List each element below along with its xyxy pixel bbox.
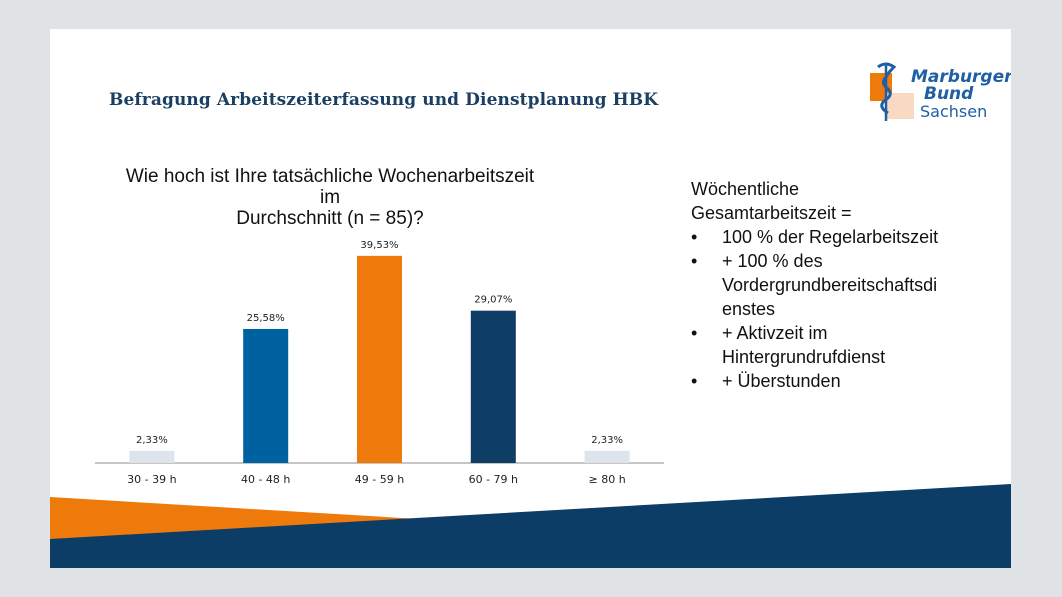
bullet-icon: • bbox=[691, 251, 698, 271]
side-bullet-item: • + Aktivzeit im Hintergrundrufdienst bbox=[691, 321, 991, 369]
side-heading-line-2: Gesamtarbeitszeit = bbox=[691, 203, 852, 223]
slide: Befragung Arbeitszeiterfassung und Diens… bbox=[50, 29, 1011, 568]
bar-4 bbox=[584, 450, 630, 463]
rod-of-asclepius-icon bbox=[870, 62, 914, 121]
bullet-text-line: + 100 % des bbox=[722, 251, 823, 271]
bullet-text-line: + Überstunden bbox=[722, 371, 841, 391]
data-label: 29,07% bbox=[474, 295, 512, 306]
logo-text: Marburger Bund Sachsen bbox=[911, 67, 1011, 121]
bullet-icon: • bbox=[691, 227, 698, 247]
x-tick-label: 40 - 48 h bbox=[241, 473, 290, 486]
bullet-icon: • bbox=[691, 323, 698, 343]
bullet-text-line: enstes bbox=[722, 299, 776, 319]
x-tick-label: 30 - 39 h bbox=[127, 473, 176, 486]
slide-title: Befragung Arbeitszeiterfassung und Diens… bbox=[109, 90, 659, 110]
bar-3 bbox=[470, 310, 516, 463]
side-bullet-list: • 100 % der Regelarbeitszeit • + 100 % d… bbox=[691, 225, 991, 393]
navy-wedge bbox=[50, 484, 1011, 568]
logo-line-3: Sachsen bbox=[920, 102, 988, 121]
bullet-icon: • bbox=[691, 371, 698, 391]
logo-line-2: Bund bbox=[924, 84, 974, 104]
bullet-text-line: Vordergrundbereitschaftsdi bbox=[722, 275, 938, 295]
side-heading-line-1: Wöchentliche bbox=[691, 179, 800, 199]
chart-title-line-2: Durchschnitt (n = 85)? bbox=[236, 208, 424, 229]
bottom-decoration bbox=[50, 484, 1011, 568]
logo-line-1: Marburger bbox=[911, 67, 1011, 87]
logo: Marburger Bund Sachsen bbox=[866, 59, 1011, 131]
side-bullet-item: • 100 % der Regelarbeitszeit bbox=[691, 225, 991, 249]
bar-1 bbox=[243, 328, 289, 463]
chart-title-line-1: Wie hoch ist Ihre tatsächliche Wochenarb… bbox=[125, 166, 535, 208]
side-bullet-item: • + 100 % des Vordergrundbereitschaftsdi… bbox=[691, 249, 991, 321]
x-tick-label: 49 - 59 h bbox=[355, 473, 404, 486]
side-text: Wöchentliche Gesamtarbeitszeit = • 100 %… bbox=[691, 177, 991, 393]
x-tick-label: ≥ 80 h bbox=[589, 473, 626, 486]
bullet-text-line: + Aktivzeit im bbox=[722, 323, 828, 343]
data-label: 25,58% bbox=[247, 313, 285, 324]
x-tick-label: 60 - 79 h bbox=[469, 473, 518, 486]
bar-chart: 2,33% 30 - 39 h 25,58% 40 - 48 h 39,53% 49 - … bbox=[95, 240, 664, 486]
chart-title: Wie hoch ist Ihre tatsächliche Wochenarb… bbox=[115, 166, 545, 229]
side-bullet-item: • + Überstunden bbox=[691, 369, 991, 393]
bullet-text-line: 100 % der Regelarbeitszeit bbox=[722, 227, 939, 247]
data-label: 2,33% bbox=[136, 435, 168, 446]
data-label: 39,53% bbox=[360, 240, 398, 251]
bar-0 bbox=[129, 450, 175, 463]
data-label: 2,33% bbox=[591, 435, 623, 446]
bar-2 bbox=[357, 255, 402, 463]
bullet-text-line: Hintergrundrufdienst bbox=[722, 347, 886, 367]
